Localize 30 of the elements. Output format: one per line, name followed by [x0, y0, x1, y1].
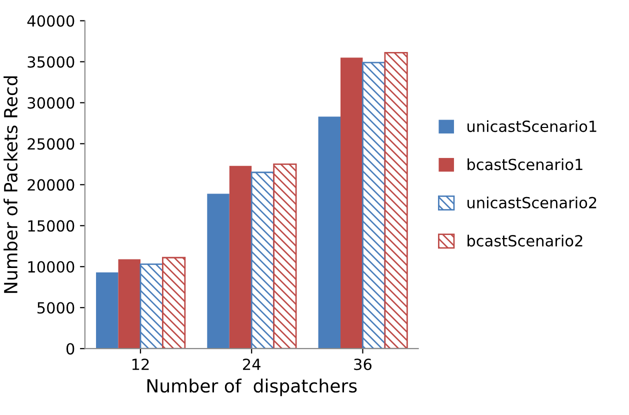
y-tick-label: 35000: [28, 56, 74, 68]
y-tick-label: 40000: [27, 15, 74, 27]
bar: [340, 58, 363, 349]
legend-label: bcastScenario1: [468, 158, 582, 170]
y-tick-label: 30000: [28, 97, 74, 109]
y-tick-label: 5000: [37, 302, 74, 314]
y-tick-label: 15000: [28, 220, 74, 232]
bar: [140, 263, 164, 349]
y-axis-title: Number of Packets Recd: [4, 76, 18, 293]
bar: [384, 52, 408, 349]
y-tick-label: 10000: [28, 261, 74, 273]
legend-label: unicastScenario2: [468, 196, 596, 208]
y-tick-label: 20000: [28, 179, 74, 191]
bar: [118, 259, 140, 349]
x-tick-label: 36: [354, 358, 372, 370]
x-axis-title: Number of dispatchers: [147, 378, 357, 396]
legend-label: bcastScenario2: [468, 234, 582, 247]
bar: [229, 166, 252, 349]
y-tick-label: 25000: [28, 138, 74, 150]
x-tick-label: 24: [243, 358, 260, 370]
bar: [96, 272, 118, 349]
bar: [162, 256, 186, 349]
legend-label: unicastScenario1: [468, 120, 596, 132]
bar: [318, 116, 340, 349]
y-tick-label: 0: [66, 343, 74, 355]
bar: [362, 62, 386, 349]
bar: [207, 194, 230, 349]
x-tick-label: 12: [132, 358, 149, 370]
bar: [250, 172, 275, 349]
bar: [273, 163, 297, 349]
